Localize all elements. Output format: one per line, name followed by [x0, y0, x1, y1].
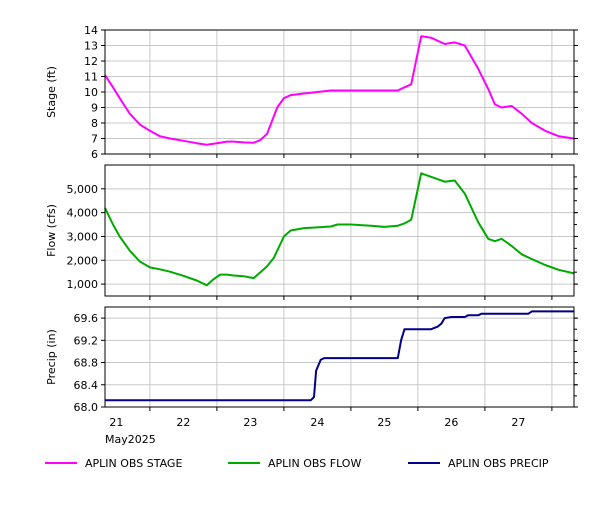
x-tick-label: 25 [377, 416, 391, 429]
x-axis-sublabel: May2025 [105, 433, 156, 446]
series-line-1 [104, 172, 575, 287]
y-tick-label: 11 [84, 71, 98, 84]
plot-frame-1 [104, 164, 575, 297]
y-tick-label: 10 [84, 86, 98, 99]
y-tick-label: 1,000 [67, 278, 99, 291]
x-tick-label: 22 [176, 416, 190, 429]
y-tick-label: 6 [91, 148, 98, 161]
y-tick-label: 68.8 [74, 357, 99, 370]
y-tick-label: 13 [84, 40, 98, 53]
y-tick-label: 8 [91, 117, 98, 130]
y-tick-label: 5,000 [67, 183, 99, 196]
y-axis-label: Precip (in) [45, 329, 58, 385]
y-tick-label: 9 [91, 102, 98, 115]
series-line-0 [104, 35, 575, 146]
y-tick-label: 14 [84, 24, 98, 37]
y-axis-label: Flow (cfs) [45, 204, 58, 257]
x-tick-label: 21 [109, 416, 123, 429]
plot-frame-2 [104, 306, 575, 408]
y-tick-label: 68.4 [74, 379, 99, 392]
y-tick-label: 12 [84, 55, 98, 68]
legend-label: APLIN OBS FLOW [268, 457, 361, 470]
legend-label: APLIN OBS PRECIP [448, 457, 549, 470]
y-tick-label: 69.2 [74, 334, 99, 347]
y-tick-label: 3,000 [67, 230, 99, 243]
x-tick-label: 24 [310, 416, 324, 429]
y-axis-label: Stage (ft) [45, 66, 58, 118]
x-tick-label: 23 [243, 416, 257, 429]
series-line-2 [105, 310, 574, 402]
y-tick-label: 69.6 [74, 312, 99, 325]
y-tick-label: 2,000 [67, 254, 99, 267]
y-tick-label: 7 [91, 133, 98, 146]
legend-label: APLIN OBS STAGE [85, 457, 182, 470]
x-tick-label: 27 [511, 416, 525, 429]
y-tick-label: 4,000 [67, 207, 99, 220]
x-tick-label: 26 [444, 416, 458, 429]
y-tick-label: 68.0 [74, 401, 99, 414]
